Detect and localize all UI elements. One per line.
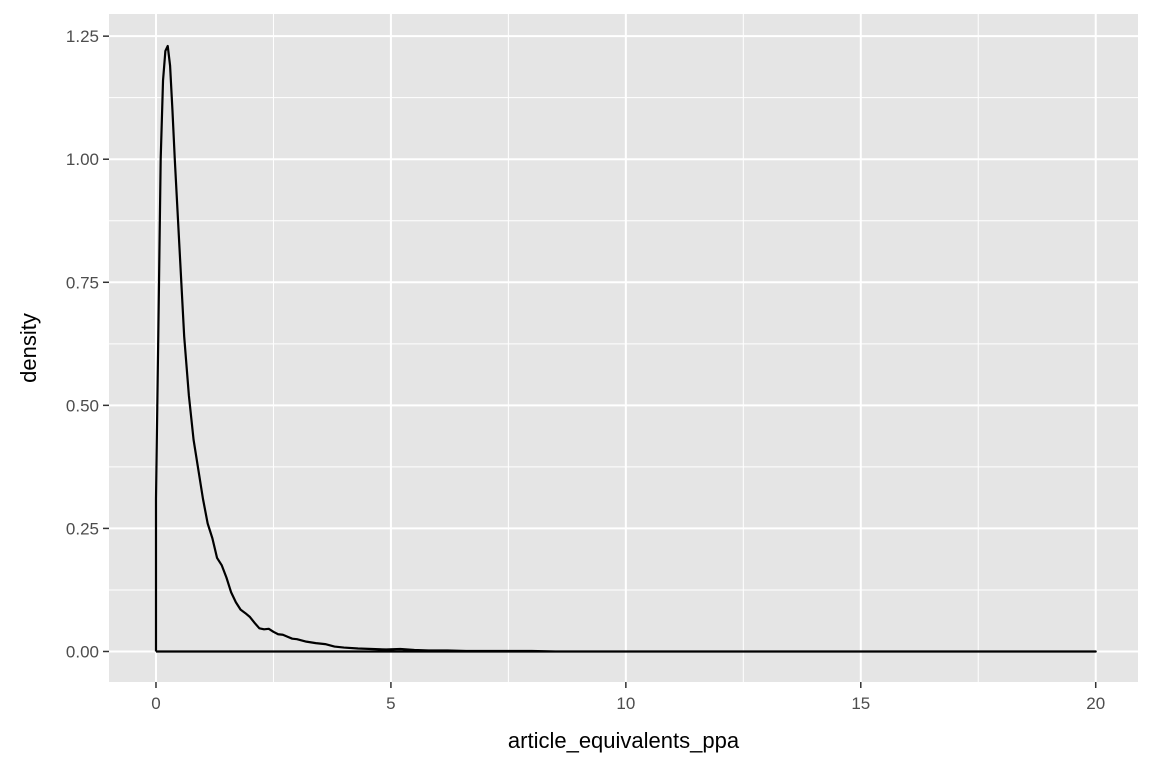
x-axis-title: article_equivalents_ppa — [508, 728, 740, 753]
y-tick-label: 0.50 — [66, 396, 99, 415]
x-axis-ticks: 0 5 10 15 20 — [151, 682, 1105, 713]
y-axis-title: density — [16, 313, 41, 383]
y-tick-label: 0.25 — [66, 519, 99, 538]
x-tick-label: 20 — [1086, 694, 1105, 713]
density-curve — [154, 44, 1097, 653]
y-axis-ticks: 0.00 0.25 0.50 0.75 1.00 1.25 — [66, 27, 109, 661]
y-tick-label: 0.75 — [66, 273, 99, 292]
y-tick-label: 1.25 — [66, 27, 99, 46]
y-tick-label: 0.00 — [66, 642, 99, 661]
minor-grid — [109, 14, 1138, 682]
major-grid — [109, 14, 1138, 682]
x-tick-label: 5 — [386, 694, 395, 713]
plot-panel — [109, 14, 1138, 682]
y-tick-label: 1.00 — [66, 150, 99, 169]
x-tick-label: 10 — [616, 694, 635, 713]
x-tick-label: 0 — [151, 694, 160, 713]
x-tick-label: 15 — [851, 694, 870, 713]
